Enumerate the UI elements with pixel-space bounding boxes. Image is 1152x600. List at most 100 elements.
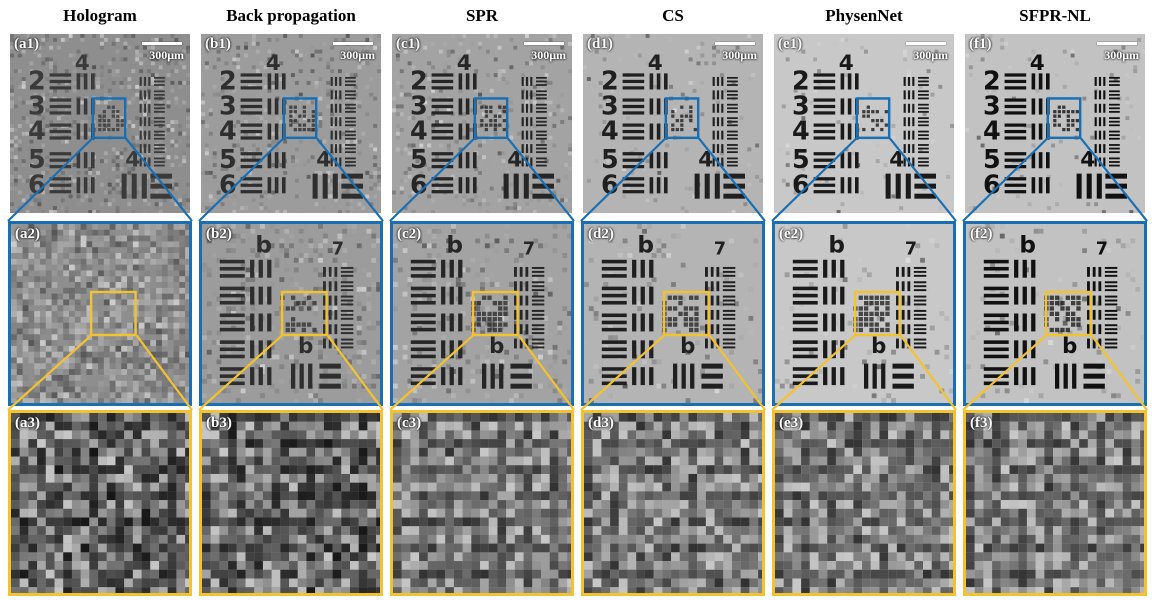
panel-b2: b 7 b (b2)	[199, 221, 383, 406]
panel-image: b 7 b	[393, 224, 571, 403]
svg-text:4: 4	[1030, 51, 1045, 76]
panel-image	[584, 413, 762, 593]
svg-text:7: 7	[523, 239, 535, 259]
svg-text:2: 2	[410, 65, 428, 95]
panel-image: b 7 b	[584, 224, 762, 403]
svg-text:b: b	[1019, 232, 1036, 259]
panel-label: (a1)	[14, 36, 39, 52]
column-title-cs: CS	[662, 6, 684, 25]
svg-text:4: 4	[601, 116, 619, 146]
scale-bar	[333, 42, 373, 45]
svg-text:4: 4	[648, 51, 663, 76]
panel-image: b 7 b	[775, 224, 953, 403]
svg-text:4: 4	[125, 147, 140, 172]
panel-label: (e3)	[779, 415, 804, 431]
svg-text:3: 3	[983, 91, 1001, 121]
panel-image	[11, 224, 189, 403]
svg-text:6: 6	[219, 169, 237, 199]
svg-text:3: 3	[28, 91, 46, 121]
panel-b3: (b3)	[199, 410, 383, 596]
svg-text:4: 4	[410, 116, 428, 146]
svg-text:4: 4	[889, 147, 904, 172]
panel-e2: b 7 b (e2)	[772, 221, 956, 406]
svg-text:7: 7	[905, 239, 917, 259]
svg-text:4: 4	[792, 116, 810, 146]
panel-label: (a3)	[15, 415, 40, 431]
svg-text:7: 7	[714, 239, 726, 259]
svg-text:4: 4	[698, 147, 713, 172]
svg-text:4: 4	[316, 147, 331, 172]
svg-text:6: 6	[28, 169, 46, 199]
panel-label: (a2)	[15, 226, 40, 242]
svg-text:b: b	[828, 232, 845, 259]
scale-bar-label: 300μm	[149, 48, 184, 62]
svg-text:4: 4	[266, 51, 281, 76]
panel-c3: (c3)	[390, 410, 574, 596]
panel-label: (f1)	[969, 36, 992, 52]
svg-text:6: 6	[792, 169, 810, 199]
svg-text:3: 3	[601, 91, 619, 121]
panel-f3: (f3)	[963, 410, 1147, 596]
svg-text:b: b	[446, 232, 463, 259]
panel-e3: (e3)	[772, 410, 956, 596]
scale-bar	[715, 42, 755, 45]
panel-image	[11, 413, 189, 593]
panel-image	[202, 413, 380, 593]
svg-text:4: 4	[75, 51, 90, 76]
column-title-spr: SPR	[465, 6, 499, 25]
scale-bar-label: 300μm	[531, 48, 566, 62]
column-title-physennet: PhysenNet	[825, 6, 903, 25]
svg-text:7: 7	[332, 239, 344, 259]
panel-label: (b1)	[205, 36, 231, 52]
svg-text:4: 4	[839, 51, 854, 76]
panel-label: (d1)	[587, 36, 613, 52]
panel-label: (f3)	[970, 415, 993, 431]
scale-bar-label: 300μm	[722, 48, 757, 62]
scale-bar-label: 300μm	[1104, 48, 1139, 62]
panel-a2: (a2)	[8, 221, 192, 406]
panel-label: (b2)	[206, 226, 232, 242]
panel-label: (d3)	[588, 415, 614, 431]
svg-text:b: b	[298, 334, 313, 359]
panel-d2: b 7 b (d2)	[581, 221, 765, 406]
svg-text:2: 2	[792, 65, 810, 95]
panel-label: (d2)	[588, 226, 614, 242]
panel-label: (c2)	[397, 226, 422, 242]
svg-text:b: b	[489, 334, 504, 359]
scale-bar	[524, 42, 564, 45]
svg-text:3: 3	[219, 91, 237, 121]
svg-text:2: 2	[28, 65, 46, 95]
svg-text:b: b	[637, 232, 654, 259]
svg-text:b: b	[1062, 334, 1077, 359]
svg-text:b: b	[871, 334, 886, 359]
panel-a3: (a3)	[8, 410, 192, 596]
column-title-back-propagation: Back propagation	[226, 6, 356, 25]
panel-image: b 7 b	[966, 224, 1144, 403]
svg-text:2: 2	[983, 65, 1001, 95]
svg-text:7: 7	[1096, 239, 1108, 259]
panel-f2: b 7 b (f2)	[963, 221, 1147, 406]
panel-d3: (d3)	[581, 410, 765, 596]
svg-text:2: 2	[601, 65, 619, 95]
scale-bar	[906, 42, 946, 45]
panel-label: (c1)	[396, 36, 421, 52]
panel-c2: b 7 b (c2)	[390, 221, 574, 406]
svg-text:3: 3	[410, 91, 428, 121]
svg-text:4: 4	[457, 51, 472, 76]
svg-text:6: 6	[601, 169, 619, 199]
panel-label: (e2)	[779, 226, 804, 242]
scale-bar	[1097, 42, 1137, 45]
scale-bar-label: 300μm	[913, 48, 948, 62]
panel-image	[393, 413, 571, 593]
svg-text:4: 4	[219, 116, 237, 146]
panel-label: (f2)	[970, 226, 993, 242]
panel-image: b 7 b	[202, 224, 380, 403]
column-title-sfpr-nl: SFPR-NL	[1019, 6, 1091, 25]
panel-label: (b3)	[206, 415, 232, 431]
